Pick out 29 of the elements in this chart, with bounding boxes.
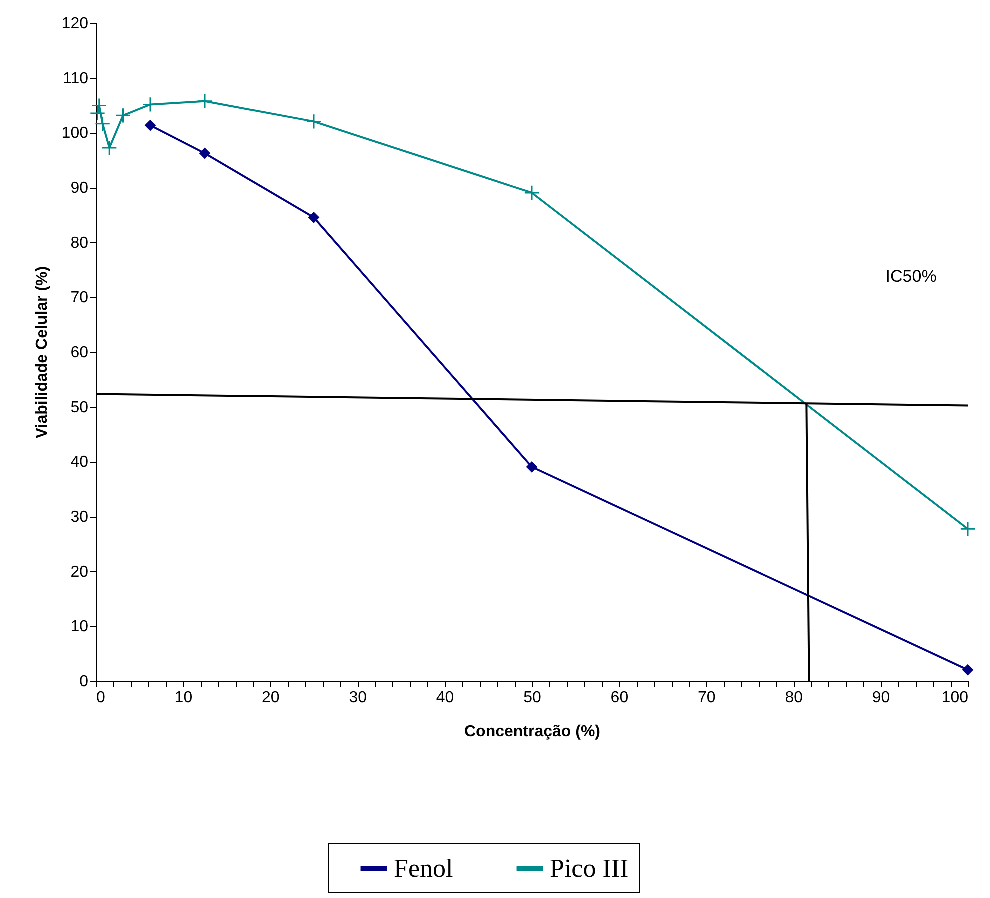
x-tick-label: 50 bbox=[524, 690, 542, 706]
x-tick-label: 80 bbox=[785, 690, 804, 706]
y-tick-label: 0 bbox=[80, 674, 89, 690]
legend-label: Pico III bbox=[550, 854, 629, 883]
y-tick-label: 10 bbox=[70, 618, 89, 636]
y-tick-label: 50 bbox=[70, 399, 89, 416]
x-axis-title: Concentração (%) bbox=[464, 724, 601, 740]
y-tick-label: 70 bbox=[70, 290, 89, 307]
y-axis-title: Viabilidade Celular (%) bbox=[34, 266, 51, 439]
x-tick-label: 30 bbox=[349, 690, 368, 706]
x-tick-label: 70 bbox=[698, 690, 716, 706]
y-tick-label: 30 bbox=[70, 509, 89, 526]
x-tick-label: 90 bbox=[872, 690, 890, 706]
y-tick-label: 90 bbox=[70, 180, 89, 197]
y-tick-label: 40 bbox=[70, 454, 89, 472]
y-tick-label: 20 bbox=[70, 564, 89, 581]
legend-label: Fenol bbox=[394, 854, 454, 883]
y-tick-label: 110 bbox=[62, 70, 89, 88]
y-tick-label: 120 bbox=[62, 16, 89, 32]
y-tick-label: 60 bbox=[70, 344, 89, 362]
x-tick-label: 40 bbox=[436, 690, 454, 706]
x-tick-label: 10 bbox=[174, 690, 193, 706]
x-tick-label: 100 bbox=[942, 690, 969, 706]
annotation: IC50% bbox=[886, 266, 937, 286]
x-tick-label: 60 bbox=[610, 690, 629, 706]
x-tick-label: 0 bbox=[96, 690, 106, 706]
x-tick-label: 20 bbox=[262, 690, 280, 706]
y-tick-label: 80 bbox=[70, 234, 89, 252]
y-tick-label: 100 bbox=[62, 125, 89, 142]
